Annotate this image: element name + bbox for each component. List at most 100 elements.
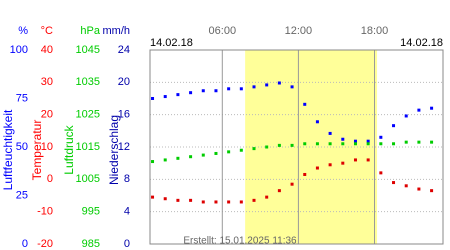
point bbox=[315, 142, 319, 146]
axis-name: Luftdruck bbox=[62, 124, 76, 174]
point bbox=[163, 197, 167, 201]
point bbox=[252, 198, 256, 202]
footer: Erstellt: 15.01.2025 11:36 bbox=[183, 236, 297, 247]
point bbox=[290, 143, 294, 147]
axis-unit: % bbox=[18, 25, 28, 37]
y-tick-label: 0 bbox=[124, 238, 130, 250]
point bbox=[341, 161, 345, 165]
point bbox=[404, 140, 408, 144]
point bbox=[404, 184, 408, 188]
point bbox=[379, 171, 383, 175]
y-tick-label: 1015 bbox=[76, 141, 100, 153]
point bbox=[239, 87, 243, 91]
point bbox=[430, 140, 434, 144]
axis-unit: mm/h bbox=[103, 25, 131, 37]
y-tick-label: 985 bbox=[82, 238, 100, 250]
y-tick-label: 0 bbox=[22, 238, 28, 250]
point bbox=[328, 163, 332, 167]
point bbox=[252, 147, 256, 151]
point bbox=[277, 81, 281, 85]
point bbox=[303, 102, 307, 106]
y-tick-label: 16 bbox=[118, 109, 130, 121]
y-tick-label: 40 bbox=[41, 44, 53, 56]
point bbox=[379, 142, 383, 146]
y-tick-label: 8 bbox=[124, 173, 130, 185]
point bbox=[176, 198, 180, 202]
point bbox=[353, 142, 357, 146]
y-tick-label: 995 bbox=[82, 206, 100, 218]
point bbox=[151, 160, 155, 164]
point bbox=[214, 151, 218, 155]
point bbox=[227, 87, 231, 91]
x-tick-label: 06:00 bbox=[209, 25, 237, 37]
axis-name: Niederschlag bbox=[107, 115, 121, 185]
point bbox=[366, 158, 370, 162]
x-tick-label: 12:00 bbox=[285, 25, 313, 37]
y-tick-label: 30 bbox=[41, 76, 53, 88]
point bbox=[430, 189, 434, 193]
point bbox=[265, 195, 269, 199]
y-tick-label: 12 bbox=[118, 141, 130, 153]
point bbox=[265, 83, 269, 87]
point bbox=[201, 153, 205, 157]
point bbox=[277, 189, 281, 193]
point bbox=[366, 139, 370, 143]
date-left: 14.02.18 bbox=[150, 37, 193, 49]
point bbox=[315, 166, 319, 170]
y-tick-label: -20 bbox=[37, 238, 53, 250]
point bbox=[239, 200, 243, 204]
point bbox=[176, 156, 180, 160]
y-tick-label: 1025 bbox=[76, 109, 100, 121]
point bbox=[392, 142, 396, 146]
point bbox=[189, 155, 193, 159]
point bbox=[290, 85, 294, 89]
point bbox=[315, 120, 319, 124]
point bbox=[214, 89, 218, 93]
point bbox=[417, 108, 421, 112]
point bbox=[379, 135, 383, 139]
point bbox=[163, 95, 167, 99]
point bbox=[366, 142, 370, 146]
y-tick-label: 50 bbox=[16, 141, 28, 153]
point bbox=[189, 198, 193, 202]
point bbox=[430, 106, 434, 110]
point bbox=[227, 150, 231, 154]
y-tick-label: 0 bbox=[47, 173, 53, 185]
y-tick-label: 1045 bbox=[76, 44, 100, 56]
point bbox=[341, 142, 345, 146]
point bbox=[176, 93, 180, 97]
y-tick-label: -10 bbox=[37, 206, 53, 218]
point bbox=[227, 200, 231, 204]
y-tick-label: 4 bbox=[124, 206, 130, 218]
point bbox=[163, 158, 167, 162]
y-tick-label: 20 bbox=[118, 76, 130, 88]
point bbox=[151, 97, 155, 100]
point bbox=[151, 195, 155, 199]
y-tick-label: 1035 bbox=[76, 76, 100, 88]
point bbox=[392, 124, 396, 128]
point bbox=[341, 137, 345, 141]
y-tick-label: 25 bbox=[16, 189, 28, 201]
point bbox=[277, 143, 281, 147]
axis-name: Luftfeuchtigkeit bbox=[1, 109, 15, 190]
point bbox=[303, 172, 307, 176]
plot-frame bbox=[149, 49, 444, 245]
point bbox=[328, 131, 332, 135]
point bbox=[417, 140, 421, 144]
point bbox=[201, 200, 205, 204]
date-right: 14.02.18 bbox=[400, 37, 443, 49]
point bbox=[214, 200, 218, 204]
point bbox=[239, 148, 243, 152]
point bbox=[417, 187, 421, 191]
point bbox=[353, 139, 357, 143]
y-tick-label: 20 bbox=[41, 109, 53, 121]
point bbox=[265, 145, 269, 149]
point bbox=[290, 182, 294, 186]
axis-unit: hPa bbox=[80, 25, 100, 37]
y-tick-label: 100 bbox=[10, 44, 28, 56]
point bbox=[328, 142, 332, 146]
point bbox=[303, 142, 307, 146]
y-tick-label: 10 bbox=[41, 141, 53, 153]
point bbox=[201, 89, 205, 93]
